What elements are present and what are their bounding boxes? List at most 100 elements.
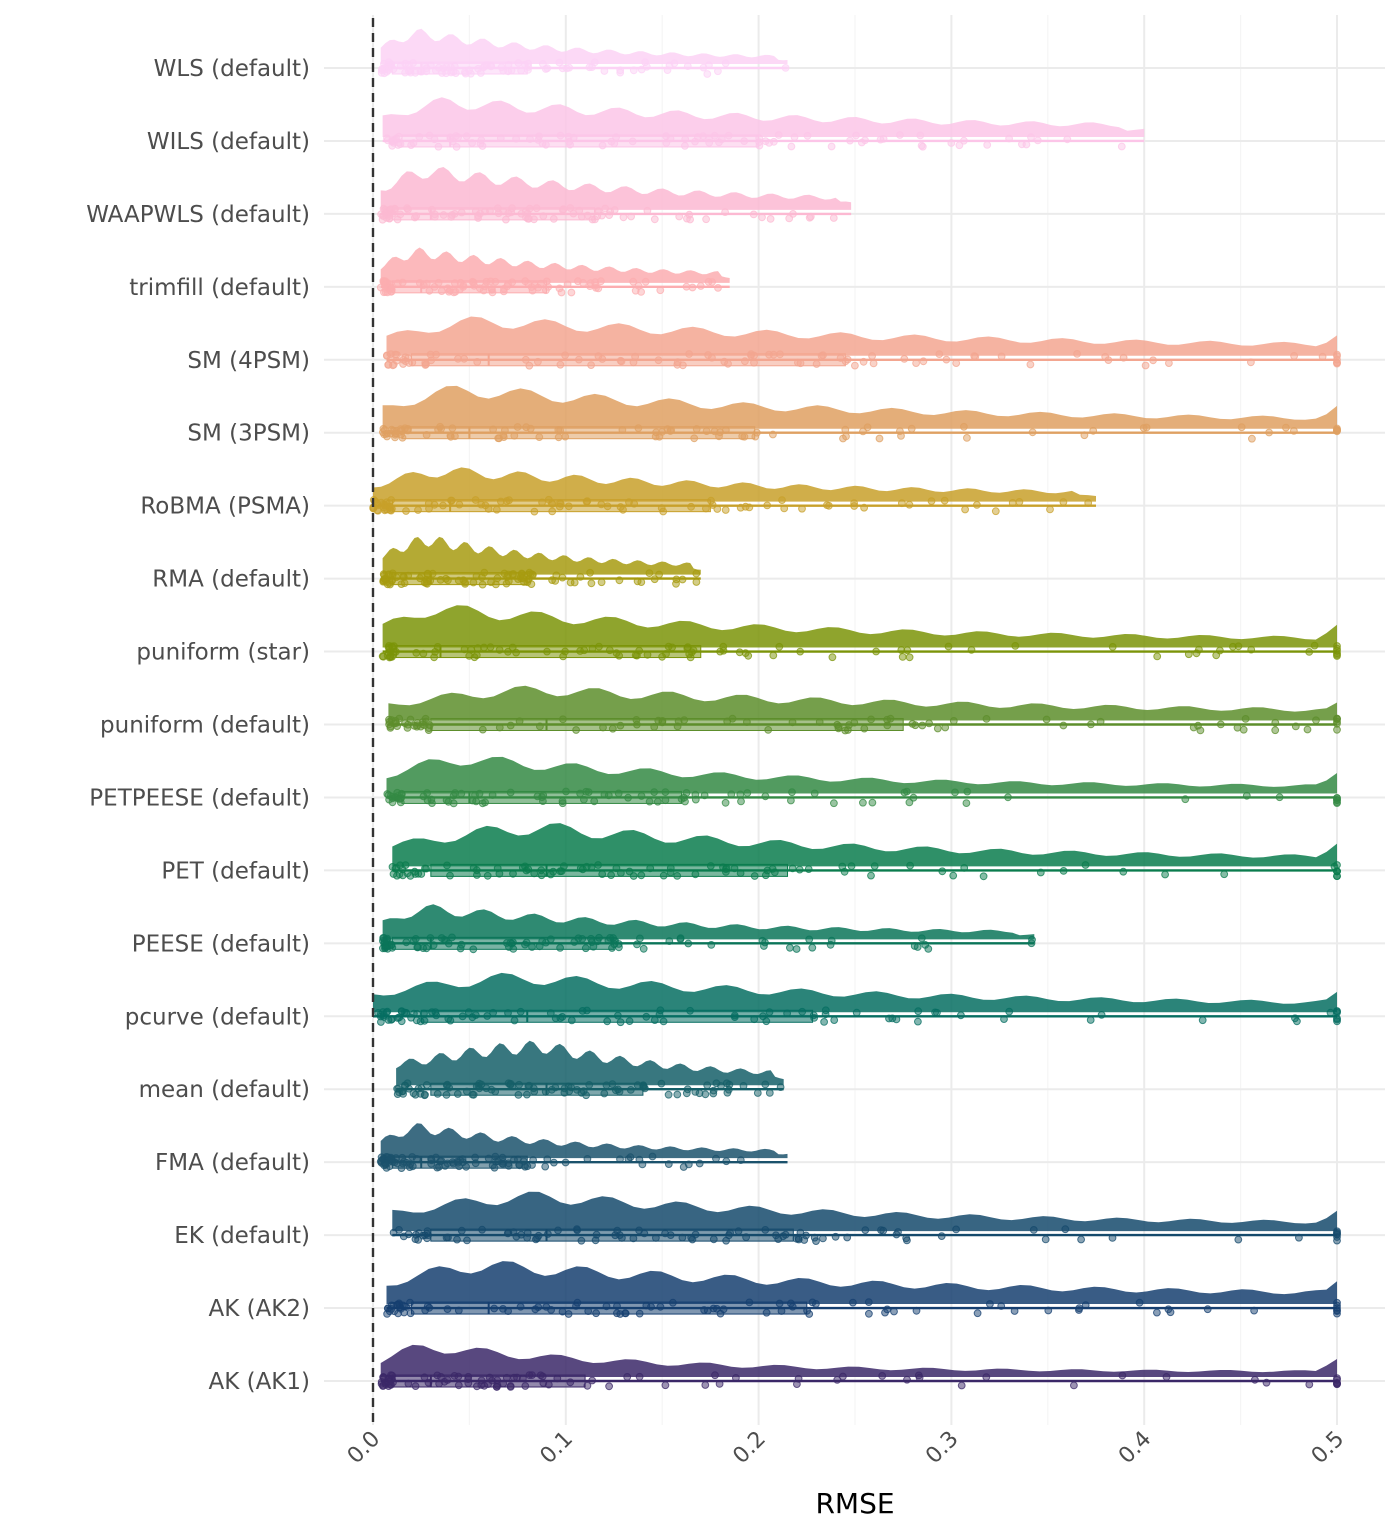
data-point: [489, 1008, 498, 1017]
data-point: [535, 433, 544, 442]
x-tick-label: 0.3: [921, 1427, 963, 1469]
data-point: [564, 502, 573, 511]
data-point: [417, 1084, 426, 1092]
data-point: [624, 793, 632, 802]
data-point: [551, 1083, 560, 1092]
data-point: [478, 725, 487, 734]
data-point: [556, 944, 564, 952]
data-point: [663, 425, 672, 434]
data-point: [859, 798, 867, 807]
data-point: [631, 286, 640, 295]
data-point: [905, 653, 914, 662]
data-point: [700, 1306, 708, 1314]
data-point: [414, 506, 422, 514]
data-point: [650, 788, 659, 796]
data-point: [763, 866, 772, 875]
data-point: [619, 213, 628, 222]
data-point: [983, 141, 992, 149]
data-point: [951, 788, 959, 797]
data-point: [940, 496, 949, 505]
data-point: [535, 942, 544, 951]
data-point: [736, 790, 745, 799]
data-point: [431, 648, 440, 656]
data-point: [626, 1086, 635, 1094]
data-point: [413, 943, 422, 952]
data-point: [714, 284, 722, 292]
data-point: [403, 204, 412, 213]
data-point: [397, 1164, 406, 1172]
data-point: [730, 864, 739, 873]
data-point: [684, 939, 693, 948]
data-point: [717, 135, 726, 144]
density-cloud: [382, 97, 1145, 137]
data-point: [650, 215, 659, 224]
data-point: [407, 141, 416, 150]
data-point: [426, 350, 435, 359]
data-point: [510, 1155, 518, 1164]
data-point: [510, 1373, 518, 1382]
data-point: [573, 1298, 582, 1307]
data-point: [427, 795, 436, 804]
data-point: [658, 717, 667, 725]
data-point: [1033, 136, 1042, 145]
data-point: [420, 1009, 428, 1018]
data-point: [437, 1373, 445, 1381]
data-point: [434, 142, 443, 151]
data-point: [705, 134, 713, 143]
data-point: [504, 1307, 513, 1315]
data-point: [1008, 499, 1017, 507]
data-point: [566, 578, 575, 587]
data-point: [1141, 361, 1150, 370]
data-point: [1162, 1373, 1171, 1381]
data-point: [680, 716, 689, 724]
data-point: [860, 724, 869, 733]
density-cloud: [380, 167, 852, 210]
data-point: [468, 1013, 477, 1022]
data-point: [719, 1305, 728, 1314]
data-point: [628, 137, 637, 146]
data-point: [422, 431, 431, 439]
data-point: [962, 799, 971, 807]
data-point: [396, 210, 405, 219]
data-point: [484, 505, 493, 513]
data-point: [514, 1091, 523, 1099]
data-point: [555, 284, 564, 293]
data-point: [445, 1083, 454, 1092]
data-point: [490, 1163, 499, 1172]
y-axis-label: RMA (default): [152, 567, 310, 593]
data-point: [682, 789, 691, 797]
data-point: [681, 135, 690, 144]
y-axis-label: RoBMA (PSMA): [140, 494, 310, 520]
data-point: [390, 136, 399, 144]
data-point: [685, 210, 694, 219]
data-point: [481, 282, 490, 291]
data-point: [501, 426, 509, 435]
data-point: [867, 715, 875, 724]
data-point: [952, 359, 961, 368]
data-point: [539, 797, 547, 805]
data-point: [812, 360, 821, 368]
data-point: [618, 426, 627, 434]
data-point: [1216, 720, 1225, 729]
data-point: [763, 501, 772, 510]
data-point: [499, 287, 508, 296]
data-point: [530, 1087, 539, 1096]
data-point: [711, 1371, 719, 1380]
data-point: [658, 652, 666, 661]
data-point: [687, 1233, 696, 1242]
data-point: [473, 644, 482, 653]
data-point: [632, 716, 641, 724]
data-point: [534, 357, 542, 366]
data-point: [1333, 650, 1341, 659]
data-point: [570, 938, 579, 946]
data-point: [787, 796, 795, 805]
data-point: [608, 724, 617, 733]
data-point: [478, 580, 487, 589]
data-point: [442, 69, 451, 78]
data-point: [915, 1373, 924, 1382]
data-point: [1305, 648, 1314, 656]
data-point: [910, 942, 919, 950]
data-point: [912, 1306, 921, 1315]
data-point: [704, 277, 713, 286]
data-point: [558, 64, 567, 73]
